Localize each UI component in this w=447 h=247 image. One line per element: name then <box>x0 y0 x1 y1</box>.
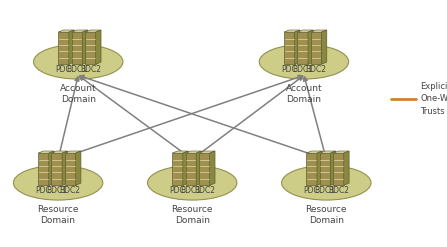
Polygon shape <box>333 153 344 185</box>
Ellipse shape <box>13 165 103 200</box>
Polygon shape <box>333 151 349 153</box>
Polygon shape <box>58 32 69 64</box>
Polygon shape <box>69 30 74 64</box>
Text: BDC1: BDC1 <box>292 65 313 74</box>
Text: PDC: PDC <box>55 65 72 74</box>
Polygon shape <box>344 151 349 185</box>
Polygon shape <box>284 30 300 32</box>
Text: PDC: PDC <box>169 186 186 195</box>
Polygon shape <box>58 30 74 32</box>
Polygon shape <box>49 151 54 185</box>
Ellipse shape <box>259 44 349 79</box>
Polygon shape <box>321 30 327 64</box>
Polygon shape <box>297 30 313 32</box>
Polygon shape <box>306 153 317 185</box>
Polygon shape <box>297 32 308 64</box>
Text: Resource
Domain: Resource Domain <box>172 205 213 225</box>
Text: PDC: PDC <box>35 186 51 195</box>
Polygon shape <box>199 151 215 153</box>
Polygon shape <box>183 151 188 185</box>
Text: PDC: PDC <box>281 65 297 74</box>
Text: Account
Domain: Account Domain <box>60 84 97 104</box>
Polygon shape <box>172 153 183 185</box>
Polygon shape <box>284 32 295 64</box>
Ellipse shape <box>282 165 371 200</box>
Polygon shape <box>72 30 88 32</box>
Polygon shape <box>295 30 300 64</box>
Text: One-Way: One-Way <box>420 94 447 103</box>
Text: BDC2: BDC2 <box>194 186 215 195</box>
Text: Resource
Domain: Resource Domain <box>38 205 79 225</box>
Polygon shape <box>65 153 76 185</box>
Polygon shape <box>320 151 336 153</box>
Polygon shape <box>65 151 81 153</box>
Text: BDC1: BDC1 <box>67 65 87 74</box>
Polygon shape <box>38 153 49 185</box>
Polygon shape <box>85 30 101 32</box>
Polygon shape <box>199 153 210 185</box>
Text: Trusts: Trusts <box>420 107 445 116</box>
Text: BDC2: BDC2 <box>80 65 101 74</box>
Polygon shape <box>306 151 322 153</box>
Polygon shape <box>308 30 313 64</box>
Text: BDC2: BDC2 <box>306 65 326 74</box>
Text: Account
Domain: Account Domain <box>286 84 322 104</box>
Ellipse shape <box>34 44 123 79</box>
Text: BDC1: BDC1 <box>46 186 67 195</box>
Text: BDC2: BDC2 <box>60 186 80 195</box>
Text: Explicit: Explicit <box>420 82 447 91</box>
Polygon shape <box>311 32 321 64</box>
Polygon shape <box>172 151 188 153</box>
Polygon shape <box>72 32 82 64</box>
Polygon shape <box>186 153 196 185</box>
Polygon shape <box>96 30 101 64</box>
Polygon shape <box>51 151 67 153</box>
Ellipse shape <box>148 165 237 200</box>
Text: BDC1: BDC1 <box>315 186 335 195</box>
Text: BDC2: BDC2 <box>328 186 349 195</box>
Polygon shape <box>186 151 202 153</box>
Polygon shape <box>82 30 88 64</box>
Polygon shape <box>320 153 330 185</box>
Polygon shape <box>51 153 62 185</box>
Polygon shape <box>330 151 336 185</box>
Polygon shape <box>85 32 96 64</box>
Polygon shape <box>210 151 215 185</box>
Polygon shape <box>62 151 67 185</box>
Polygon shape <box>38 151 54 153</box>
Polygon shape <box>196 151 202 185</box>
Text: Resource
Domain: Resource Domain <box>306 205 347 225</box>
Polygon shape <box>311 30 327 32</box>
Polygon shape <box>76 151 81 185</box>
Polygon shape <box>317 151 322 185</box>
Text: BDC1: BDC1 <box>181 186 201 195</box>
Text: PDC: PDC <box>304 186 320 195</box>
